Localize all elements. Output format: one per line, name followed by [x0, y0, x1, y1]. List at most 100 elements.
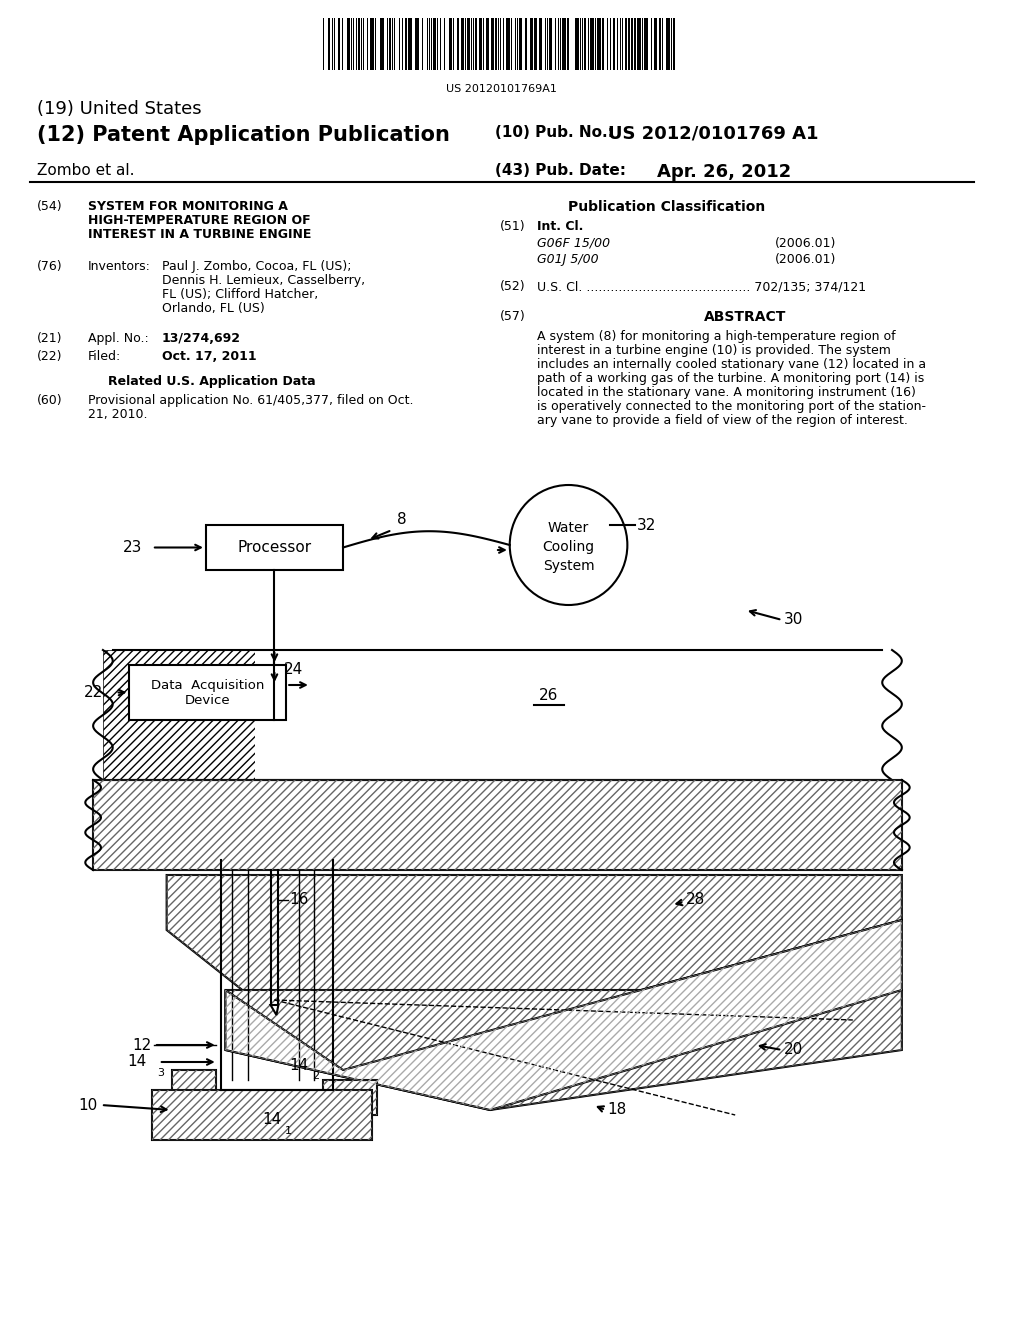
Bar	[152, 1090, 373, 1140]
Bar	[172, 1071, 216, 1115]
Text: Filed:: Filed:	[88, 350, 122, 363]
Text: US 20120101769A1: US 20120101769A1	[446, 84, 557, 94]
Text: (21): (21)	[37, 333, 62, 345]
Bar	[575, 18, 580, 70]
Bar	[629, 18, 631, 70]
Text: interest in a turbine engine (10) is provided. The system: interest in a turbine engine (10) is pro…	[538, 345, 891, 356]
Bar	[637, 18, 641, 70]
Text: 14: 14	[128, 1055, 147, 1069]
Bar	[479, 18, 482, 70]
Text: System: System	[543, 558, 594, 573]
Text: (57): (57)	[500, 310, 525, 323]
Text: G06F 15/00: G06F 15/00	[538, 238, 610, 249]
Text: Orlando, FL (US): Orlando, FL (US)	[162, 302, 264, 315]
Bar	[666, 18, 670, 70]
Text: 1: 1	[286, 1126, 292, 1137]
Bar	[103, 649, 255, 780]
Polygon shape	[225, 920, 902, 1110]
Text: Publication Classification: Publication Classification	[568, 201, 765, 214]
Bar	[518, 18, 522, 70]
Bar	[255, 649, 883, 780]
Text: 32: 32	[637, 517, 656, 532]
Bar	[389, 18, 391, 70]
Bar	[152, 1090, 373, 1140]
Bar	[408, 18, 412, 70]
Text: 14: 14	[289, 1057, 308, 1072]
Polygon shape	[270, 1005, 279, 1015]
Text: 18: 18	[608, 1102, 627, 1118]
Text: (10) Pub. No.:: (10) Pub. No.:	[495, 125, 614, 140]
Text: Data  Acquisition: Data Acquisition	[152, 678, 264, 692]
Bar	[347, 18, 350, 70]
Bar	[373, 18, 375, 70]
Text: 8: 8	[397, 512, 407, 528]
Text: 20: 20	[784, 1043, 804, 1057]
Bar	[324, 1080, 378, 1115]
Text: ABSTRACT: ABSTRACT	[703, 310, 786, 323]
Bar	[535, 18, 538, 70]
Text: 12: 12	[133, 1038, 152, 1052]
Text: 24: 24	[285, 663, 303, 677]
Bar	[562, 18, 565, 70]
Text: (2006.01): (2006.01)	[774, 238, 836, 249]
Bar	[634, 18, 636, 70]
Text: Paul J. Zombo, Cocoa, FL (US);: Paul J. Zombo, Cocoa, FL (US);	[162, 260, 351, 273]
Bar	[357, 18, 359, 70]
Text: 16: 16	[289, 892, 308, 908]
Bar	[492, 18, 494, 70]
Circle shape	[510, 484, 628, 605]
Text: SYSTEM FOR MONITORING A: SYSTEM FOR MONITORING A	[88, 201, 288, 213]
Bar	[380, 18, 384, 70]
Text: Water: Water	[548, 521, 589, 535]
Text: Oct. 17, 2011: Oct. 17, 2011	[162, 350, 256, 363]
Text: Zombo et al.: Zombo et al.	[37, 162, 135, 178]
Bar	[597, 18, 601, 70]
Bar	[461, 18, 464, 70]
Bar	[93, 780, 902, 870]
Text: 21, 2010.: 21, 2010.	[88, 408, 147, 421]
Text: 28: 28	[686, 892, 706, 908]
Text: 22: 22	[84, 685, 103, 700]
Bar	[129, 665, 287, 719]
Bar	[422, 18, 424, 70]
Text: (19) United States: (19) United States	[37, 100, 202, 117]
Bar	[654, 18, 656, 70]
Text: path of a working gas of the turbine. A monitoring port (14) is: path of a working gas of the turbine. A …	[538, 372, 925, 385]
Text: includes an internally cooled stationary vane (12) located in a: includes an internally cooled stationary…	[538, 358, 927, 371]
Text: (54): (54)	[37, 201, 62, 213]
Bar	[585, 18, 586, 70]
Bar	[449, 18, 452, 70]
Text: (43) Pub. Date:: (43) Pub. Date:	[495, 162, 626, 178]
Bar	[0, 480, 1004, 1309]
Bar	[631, 18, 633, 70]
Text: (51): (51)	[500, 220, 525, 234]
Text: FL (US); Clifford Hatcher,: FL (US); Clifford Hatcher,	[162, 288, 318, 301]
Text: (60): (60)	[37, 393, 62, 407]
Text: (12) Patent Application Publication: (12) Patent Application Publication	[37, 125, 451, 145]
Bar	[329, 18, 331, 70]
Text: (22): (22)	[37, 350, 62, 363]
Text: Apr. 26, 2012: Apr. 26, 2012	[656, 162, 791, 181]
Text: Appl. No.:: Appl. No.:	[88, 333, 148, 345]
Text: 30: 30	[784, 612, 804, 627]
Bar	[506, 18, 510, 70]
Text: US 2012/0101769 A1: US 2012/0101769 A1	[608, 125, 818, 143]
Bar	[467, 18, 470, 70]
Text: G01J 5/00: G01J 5/00	[538, 253, 599, 267]
Text: 13/274,692: 13/274,692	[162, 333, 241, 345]
Bar	[486, 18, 489, 70]
Bar	[549, 18, 552, 70]
Bar	[644, 18, 648, 70]
Bar	[602, 18, 604, 70]
Bar	[530, 18, 534, 70]
Bar	[475, 18, 477, 70]
Polygon shape	[225, 990, 902, 1110]
Text: 3: 3	[157, 1068, 164, 1078]
Text: 23: 23	[123, 540, 142, 554]
Text: (52): (52)	[500, 280, 525, 293]
Bar	[415, 18, 419, 70]
Polygon shape	[167, 875, 902, 1071]
Text: is operatively connected to the monitoring port of the station-: is operatively connected to the monitori…	[538, 400, 926, 413]
Bar	[206, 525, 343, 570]
Bar	[338, 18, 340, 70]
